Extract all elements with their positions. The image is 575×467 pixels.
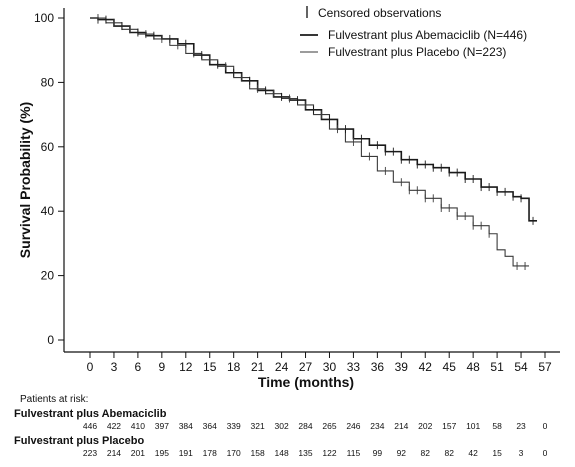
risk-table-title: Patients at risk: bbox=[20, 394, 88, 405]
risk-count: 0 bbox=[543, 448, 548, 458]
risk-count: 397 bbox=[155, 421, 169, 431]
x-tick-label: 0 bbox=[87, 360, 94, 374]
y-tick-label: 40 bbox=[41, 204, 55, 218]
risk-count: 158 bbox=[251, 448, 265, 458]
x-tick-label: 6 bbox=[135, 360, 142, 374]
x-tick-label: 27 bbox=[299, 360, 313, 374]
risk-row-label-abemaciclib: Fulvestrant plus Abemaciclib bbox=[14, 408, 167, 420]
risk-count: 82 bbox=[444, 448, 454, 458]
risk-count: 191 bbox=[179, 448, 193, 458]
risk-count: 101 bbox=[466, 421, 480, 431]
x-tick-label: 3 bbox=[111, 360, 118, 374]
risk-count: 195 bbox=[155, 448, 169, 458]
x-tick-label: 54 bbox=[514, 360, 528, 374]
x-ticks: 0 3 6 9 12 15 18 21 24 27 30 33 36 39 42 45 48 51 54 57 bbox=[87, 352, 552, 374]
x-tick-label: 9 bbox=[158, 360, 165, 374]
risk-count: 302 bbox=[274, 421, 288, 431]
y-tick-label: 80 bbox=[41, 75, 55, 89]
y-tick-label: 100 bbox=[34, 11, 54, 25]
x-tick-label: 30 bbox=[323, 360, 337, 374]
x-tick-label: 12 bbox=[179, 360, 193, 374]
y-tick-label: 20 bbox=[41, 269, 55, 283]
risk-count: 170 bbox=[227, 448, 241, 458]
risk-count: 23 bbox=[516, 421, 526, 431]
risk-count: 284 bbox=[298, 421, 312, 431]
x-tick-label: 57 bbox=[538, 360, 552, 374]
risk-row-abemaciclib: 446 422 410 397 384 364 339 321 302 284 265 246 234 2… bbox=[83, 421, 548, 431]
risk-count: 0 bbox=[543, 421, 548, 431]
x-tick-label: 48 bbox=[466, 360, 480, 374]
x-tick-label: 33 bbox=[347, 360, 361, 374]
x-tick-label: 51 bbox=[490, 360, 504, 374]
risk-count: 410 bbox=[131, 421, 145, 431]
y-axis-label: Survival Probability (%) bbox=[17, 102, 33, 258]
risk-count: 82 bbox=[421, 448, 431, 458]
y-ticks: 0 20 40 60 80 100 bbox=[34, 11, 64, 347]
risk-count: 178 bbox=[203, 448, 217, 458]
risk-count: 321 bbox=[251, 421, 265, 431]
risk-row-placebo: 223 214 201 195 191 178 170 158 148 135 122 115 99 92… bbox=[83, 448, 548, 458]
risk-count: 446 bbox=[83, 421, 97, 431]
risk-count: 214 bbox=[394, 421, 408, 431]
risk-count: 3 bbox=[519, 448, 524, 458]
risk-count: 384 bbox=[179, 421, 193, 431]
risk-count: 42 bbox=[468, 448, 478, 458]
risk-count: 115 bbox=[347, 448, 361, 458]
risk-count: 223 bbox=[83, 448, 97, 458]
risk-count: 339 bbox=[227, 421, 241, 431]
risk-count: 148 bbox=[274, 448, 288, 458]
risk-count: 234 bbox=[370, 421, 384, 431]
censor-marks bbox=[97, 14, 534, 270]
risk-count: 364 bbox=[203, 421, 217, 431]
legend: Censored observations Fulvestrant plus A… bbox=[300, 6, 527, 59]
legend-censored-label: Censored observations bbox=[318, 6, 441, 20]
risk-count: 58 bbox=[492, 421, 502, 431]
y-tick-label: 60 bbox=[41, 140, 55, 154]
risk-count: 15 bbox=[492, 448, 502, 458]
risk-count: 92 bbox=[397, 448, 407, 458]
risk-count: 157 bbox=[442, 421, 456, 431]
risk-count: 99 bbox=[373, 448, 383, 458]
risk-row-label-placebo: Fulvestrant plus Placebo bbox=[14, 435, 144, 447]
risk-count: 201 bbox=[131, 448, 145, 458]
risk-count: 122 bbox=[322, 448, 336, 458]
x-tick-label: 39 bbox=[395, 360, 409, 374]
x-tick-label: 15 bbox=[203, 360, 217, 374]
legend-placebo-label: Fulvestrant plus Placebo (N=223) bbox=[328, 45, 506, 59]
x-axis-label: Time (months) bbox=[258, 374, 354, 390]
risk-count: 265 bbox=[322, 421, 336, 431]
risk-count: 202 bbox=[418, 421, 432, 431]
y-tick-label: 0 bbox=[47, 333, 54, 347]
risk-count: 135 bbox=[298, 448, 312, 458]
x-tick-label: 18 bbox=[227, 360, 241, 374]
risk-count: 214 bbox=[107, 448, 121, 458]
risk-count: 422 bbox=[107, 421, 121, 431]
x-tick-label: 21 bbox=[251, 360, 265, 374]
x-tick-label: 45 bbox=[443, 360, 457, 374]
x-tick-label: 24 bbox=[275, 360, 289, 374]
x-tick-label: 36 bbox=[371, 360, 385, 374]
legend-abemaciclib-label: Fulvestrant plus Abemaciclib (N=446) bbox=[328, 28, 527, 42]
risk-count: 246 bbox=[346, 421, 360, 431]
x-tick-label: 42 bbox=[419, 360, 433, 374]
